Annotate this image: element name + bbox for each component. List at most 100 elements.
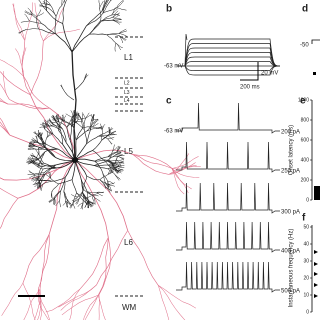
- neurite: [36, 17, 39, 30]
- tick-label: 0: [306, 197, 309, 203]
- neurite: [112, 17, 121, 20]
- neurite: [54, 190, 62, 199]
- neurite: [74, 140, 77, 161]
- neurite: [64, 159, 76, 178]
- neurite: [97, 237, 109, 296]
- neurite: [117, 159, 124, 161]
- neurite: [65, 113, 72, 118]
- neurite: [58, 118, 66, 122]
- neurite: [98, 135, 108, 140]
- neurite: [100, 17, 113, 22]
- neurite: [35, 173, 46, 176]
- neurite: [171, 166, 201, 170]
- neurite: [36, 9, 42, 18]
- neurite: [107, 154, 116, 162]
- neurite: [62, 200, 68, 206]
- neurite: [101, 130, 103, 141]
- neurite: [110, 0, 112, 1]
- neurite: [71, 194, 78, 198]
- neurite: [32, 181, 40, 186]
- neurite: [29, 142, 36, 145]
- neurite: [20, 20, 30, 23]
- neurite: [0, 187, 19, 199]
- neurite: [103, 159, 113, 164]
- neurite: [84, 198, 88, 205]
- neurite: [116, 160, 122, 167]
- neurite: [0, 98, 9, 105]
- neurite: [112, 12, 120, 18]
- neurite: [50, 178, 59, 185]
- neurite: [109, 127, 112, 135]
- neurite: [2, 71, 10, 100]
- neurite: [112, 144, 115, 152]
- neurite: [69, 140, 76, 161]
- neurite: [62, 128, 67, 143]
- neurite: [30, 154, 37, 159]
- scale-label: 200 ms: [240, 85, 260, 91]
- neurite: [0, 71, 31, 96]
- neurite: [49, 198, 55, 203]
- neurite: [77, 202, 84, 207]
- neurite: [171, 168, 200, 178]
- neurite: [38, 151, 46, 160]
- neurite: [78, 114, 83, 121]
- neurite: [34, 182, 41, 185]
- neurite: [82, 200, 89, 206]
- neurite: [70, 201, 74, 209]
- neurite: [98, 237, 112, 295]
- neurite: [27, 7, 33, 16]
- neurite: [87, 191, 95, 198]
- neurite: [87, 201, 95, 205]
- neurite: [44, 148, 59, 153]
- layer-label: L5: [124, 147, 133, 156]
- neurite: [73, 196, 78, 203]
- neurite: [49, 119, 54, 126]
- tick-label: 0: [306, 309, 309, 315]
- neurite: [22, 282, 36, 320]
- neurite: [46, 10, 63, 24]
- neurite: [109, 127, 111, 134]
- neurite: [12, 3, 26, 41]
- neurite: [85, 114, 92, 119]
- neurite: [82, 118, 86, 128]
- neurite: [67, 200, 72, 206]
- neurite: [55, 33, 73, 53]
- neurite: [54, 115, 60, 122]
- neurite: [158, 285, 186, 320]
- axis-ticks: 0 200 400 600 800 1000: [298, 97, 312, 203]
- trace: [177, 61, 281, 67]
- neurite: [127, 230, 159, 286]
- neurite: [69, 288, 81, 320]
- neurite: [101, 0, 106, 12]
- neurite: [58, 121, 68, 128]
- neurite: [117, 161, 125, 164]
- neurite: [41, 122, 46, 130]
- neurite: [74, 159, 95, 166]
- neurite: [58, 284, 97, 308]
- neurite: [0, 99, 9, 105]
- neurite: [93, 165, 108, 170]
- neurite: [36, 176, 43, 181]
- neurite: [90, 120, 94, 131]
- neurite: [59, 200, 61, 208]
- neurite: [37, 166, 43, 176]
- neurite: [40, 184, 43, 191]
- neurite: [109, 130, 116, 135]
- neurite: [107, 131, 114, 134]
- current-label: 500 pA: [281, 289, 300, 295]
- neurite: [77, 112, 82, 119]
- neurite: [60, 130, 64, 145]
- neurite: [91, 114, 94, 121]
- neurite: [46, 120, 49, 128]
- neurite: [158, 285, 170, 320]
- neurite: [84, 295, 99, 320]
- neurite: [71, 119, 79, 127]
- neurite: [29, 171, 36, 176]
- apical-dendrite: [71, 49, 77, 161]
- neurite: [118, 30, 128, 34]
- layer-label: L2: [124, 80, 130, 86]
- neurite: [23, 288, 41, 320]
- neurite: [102, 0, 108, 14]
- neurite: [37, 182, 42, 190]
- neurite: [58, 121, 63, 131]
